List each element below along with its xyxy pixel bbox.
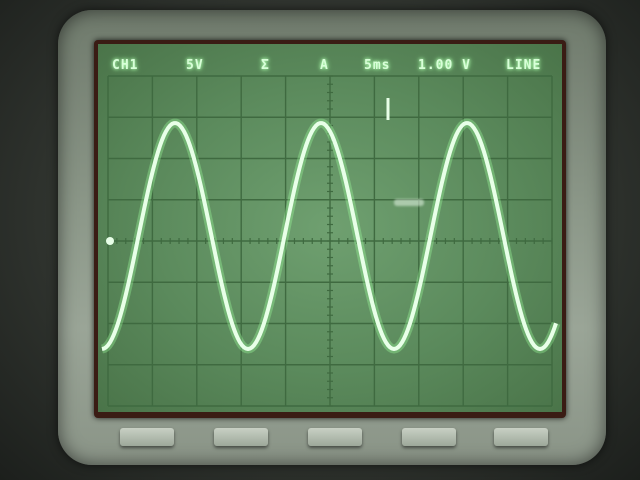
trigger-source-readout: A <box>320 58 329 73</box>
waveform-line <box>101 121 558 351</box>
scope-graticule-and-trace <box>99 75 561 407</box>
ground-marker <box>106 237 114 245</box>
softkey-5-button[interactable] <box>494 428 548 446</box>
volts-per-div-readout: 5V <box>186 58 204 73</box>
softkey-row <box>110 428 550 450</box>
time-per-div-readout: 5ms <box>364 58 391 73</box>
channel-label: CH1 <box>112 58 139 73</box>
screen-glare <box>394 199 424 206</box>
oscilloscope-screen: CH1 5V Ʃ A 5ms 1.00 V LINE <box>98 44 562 412</box>
waveform-trace <box>99 98 561 354</box>
softkey-2-button[interactable] <box>214 428 268 446</box>
softkey-3-button[interactable] <box>308 428 362 446</box>
softkey-1-button[interactable] <box>120 428 174 446</box>
trigger-slope-icon: Ʃ <box>261 58 270 73</box>
trigger-level-readout: 1.00 V <box>418 58 471 73</box>
softkey-4-button[interactable] <box>402 428 456 446</box>
trigger-mode-readout: LINE <box>506 58 542 73</box>
